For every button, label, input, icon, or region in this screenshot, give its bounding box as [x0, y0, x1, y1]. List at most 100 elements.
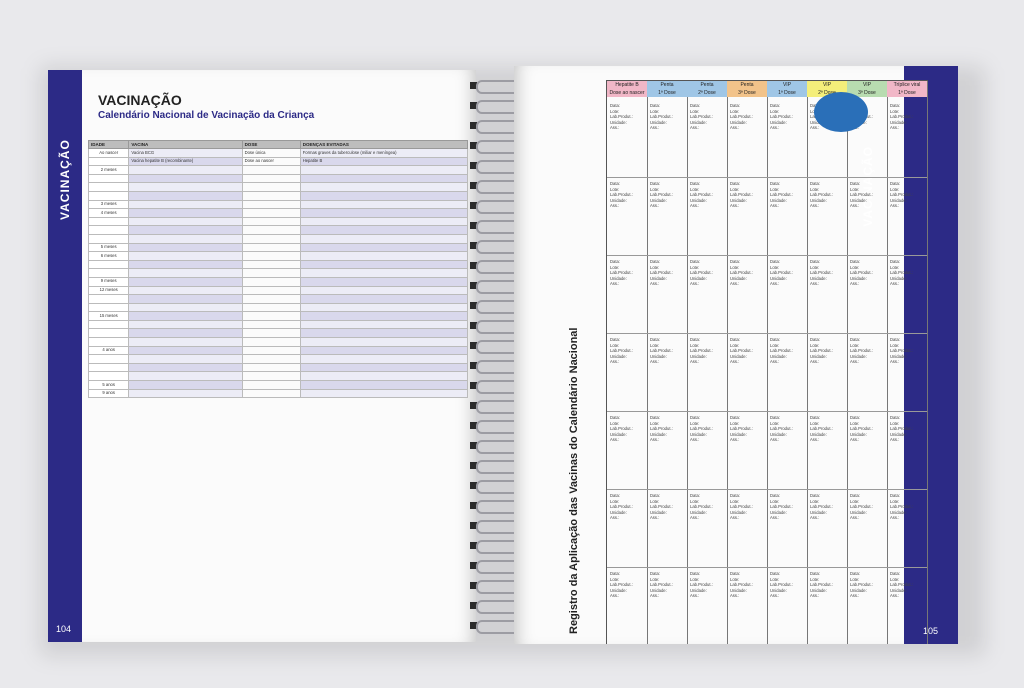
table-cell-age: 6 meses — [87, 251, 130, 261]
register-field-label: Data: — [730, 493, 741, 498]
register-record-fields[interactable]: Data:Lote:Lab.Produt.:Unidade:Ass.: — [890, 103, 924, 131]
register-column: Penta 2ª Dose Data: Lote: Lab.Produt.: Unidad… — [687, 81, 728, 644]
register-field-label: Lote: — [770, 498, 780, 504]
register-record-fields[interactable]: Data:Lote:Lab.Produt.:Unidade:Ass.: — [610, 571, 644, 599]
register-field-label: Lote: — [650, 108, 660, 114]
table-cell-vaccine — [128, 173, 243, 184]
register-record-fields[interactable]: Data:Lote:Lab.Produt.:Unidade:Ass.: — [730, 103, 764, 131]
register-record-fields[interactable]: Data:Lote:Lab.Produt.:Unidade:Ass.: — [650, 103, 684, 131]
register-field-label: Data: — [770, 415, 781, 420]
table-cell-diseases — [299, 388, 469, 399]
register-record-fields[interactable]: Data:Lote:Lab.Produt.:Unidade:Ass.: — [730, 415, 764, 443]
register-record-fields[interactable]: Data:Lote:Lab.Produt.:Unidade:Ass.: — [650, 493, 684, 521]
register-record-fields[interactable]: Data:Lote:Lab.Produt.:Unidade:Ass.: — [650, 181, 684, 209]
register-record-fields[interactable]: Data:Lote:Lab.Produt.:Unidade:Ass.: — [650, 415, 684, 443]
register-record-fields[interactable]: Data:Lote:Lab.Produt.:Unidade:Ass.: — [890, 337, 924, 365]
register-field-label: Lote: — [650, 576, 660, 582]
register-record-fields[interactable]: Data:Lote:Lab.Produt.:Unidade:Ass.: — [690, 493, 724, 521]
table-cell-vaccine — [128, 165, 243, 175]
table-cell-diseases — [299, 199, 469, 210]
register-record-fields[interactable]: Data:Lote:Lab.Produt.:Unidade:Ass.: — [690, 259, 724, 287]
register-record-fields[interactable]: Data:Lote:Lab.Produt.:Unidade:Ass.: — [770, 415, 804, 443]
register-field-label: Unidade: — [610, 587, 627, 593]
register-row-divider — [687, 567, 727, 568]
register-record-fields[interactable]: Data:Lote:Lab.Produt.:Unidade:Ass.: — [650, 259, 684, 287]
register-record-fields[interactable]: Data:Lote:Lab.Produt.:Unidade:Ass.: — [730, 493, 764, 521]
table-cell-dose: Dose única — [241, 148, 301, 158]
register-record-fields[interactable]: Data:Lote:Lab.Produt.:Unidade:Ass.: — [810, 571, 844, 599]
table-cell-age — [87, 225, 130, 235]
register-record-fields[interactable]: Data:Lote:Lab.Produt.:Unidade:Ass.: — [690, 571, 724, 599]
register-record-fields[interactable]: Data:Lote:Lab.Produt.:Unidade:Ass.: — [770, 571, 804, 599]
register-record-fields[interactable]: Data:Lote:Lab.Produt.:Unidade:Ass.: — [690, 181, 724, 209]
register-row-divider — [847, 567, 887, 568]
register-record-fields[interactable]: Data:Lote:Lab.Produt.:Unidade:Ass.: — [770, 259, 804, 287]
register-field-label: Ass.: — [770, 359, 780, 364]
register-column: VIP 3ª Dose Data: Lote: Lab.Produt.: Unidade:… — [847, 81, 888, 644]
table-cell-diseases — [299, 276, 469, 287]
table-cell-vaccine — [128, 242, 243, 253]
register-field-label: Ass.: — [810, 515, 820, 520]
register-record-fields[interactable]: Data:Lote:Lab.Produt.:Unidade:Ass.: — [730, 181, 764, 209]
register-record-fields[interactable]: Data:Lote:Lab.Produt.:Unidade:Ass.: — [850, 571, 884, 599]
register-record-fields[interactable]: Data:Lote:Lab.Produt.:Unidade:Ass.: — [610, 415, 644, 443]
table-row — [87, 328, 469, 339]
register-field-label: Lab.Produt.: — [610, 270, 633, 275]
register-record-fields[interactable]: Data:Lote:Lab.Produt.:Unidade:Ass.: — [610, 337, 644, 365]
register-field-label: Lote: — [770, 264, 780, 270]
register-row-divider — [687, 333, 727, 334]
register-record-fields[interactable]: Data:Lote:Lab.Produt.:Unidade:Ass.: — [890, 571, 924, 599]
register-record-fields[interactable]: Data:Lote:Lab.Produt.:Unidade:Ass.: — [690, 337, 724, 365]
register-row-divider — [607, 333, 647, 334]
table-cell-diseases: Formas graves da tuberculose (miliar e m… — [299, 148, 469, 158]
register-record-fields[interactable]: Data:Lote:Lab.Produt.:Unidade:Ass.: — [850, 181, 884, 209]
register-record-fields[interactable]: Data:Lote:Lab.Produt.:Unidade:Ass.: — [810, 415, 844, 443]
register-record-fields[interactable]: Data:Lote:Lab.Produt.:Unidade:Ass.: — [610, 493, 644, 521]
table-row: 15 meses — [87, 311, 469, 321]
register-row-divider — [767, 489, 807, 490]
register-field-label: Data: — [890, 259, 901, 264]
table-cell-vaccine — [128, 199, 243, 210]
register-record-fields[interactable]: Data:Lote:Lab.Produt.:Unidade:Ass.: — [770, 181, 804, 209]
register-record-fields[interactable]: Data:Lote:Lab.Produt.:Unidade:Ass.: — [610, 259, 644, 287]
register-record-fields[interactable]: Data:Lote:Lab.Produt.:Unidade:Ass.: — [730, 259, 764, 287]
table-cell-dose — [241, 294, 301, 304]
register-record-fields[interactable]: Data:Lote:Lab.Produt.:Unidade:Ass.: — [610, 103, 644, 131]
register-field-label: Lote: — [890, 264, 900, 270]
register-record-fields[interactable]: Data:Lote:Lab.Produt.:Unidade:Ass.: — [850, 493, 884, 521]
right-side-stripe — [904, 66, 958, 644]
register-record-fields[interactable]: Data:Lote:Lab.Produt.:Unidade:Ass.: — [650, 571, 684, 599]
register-record-fields[interactable]: Data:Lote:Lab.Produt.:Unidade:Ass.: — [810, 259, 844, 287]
register-record-fields[interactable]: Data:Lote:Lab.Produt.:Unidade:Ass.: — [810, 181, 844, 209]
register-record-fields[interactable]: Data:Lote:Lab.Produt.:Unidade:Ass.: — [770, 103, 804, 131]
register-record-fields[interactable]: Data:Lote:Lab.Produt.:Unidade:Ass.: — [770, 337, 804, 365]
register-field-label: Lab.Produt.: — [650, 270, 673, 275]
register-record-fields[interactable]: Data:Lote:Lab.Produt.:Unidade:Ass.: — [850, 259, 884, 287]
register-record-fields[interactable]: Data:Lote:Lab.Produt.:Unidade:Ass.: — [690, 103, 724, 131]
table-cell-diseases — [299, 328, 469, 339]
register-field-label: Data: — [650, 337, 661, 342]
register-record-fields[interactable]: Data:Lote:Lab.Produt.:Unidade:Ass.: — [850, 337, 884, 365]
register-field-label: Lab.Produt.: — [770, 504, 793, 509]
register-field-label: Lote: — [730, 108, 740, 114]
register-record-fields[interactable]: Data:Lote:Lab.Produt.:Unidade:Ass.: — [890, 181, 924, 209]
register-record-fields[interactable]: Data:Lote:Lab.Produt.:Unidade:Ass.: — [850, 415, 884, 443]
register-record-fields[interactable]: Data:Lote:Lab.Produt.:Unidade:Ass.: — [890, 493, 924, 521]
register-field-label: Lote: — [690, 576, 700, 582]
register-record-fields[interactable]: Data:Lote:Lab.Produt.:Unidade:Ass.: — [650, 337, 684, 365]
register-record-fields[interactable]: Data:Lote:Lab.Produt.:Unidade:Ass.: — [690, 415, 724, 443]
register-field-label: Unidade: — [650, 353, 667, 359]
register-field-label: Data: — [850, 493, 861, 498]
register-record-fields[interactable]: Data:Lote:Lab.Produt.:Unidade:Ass.: — [890, 259, 924, 287]
table-header-2: DOSE — [241, 140, 301, 149]
register-record-fields[interactable]: Data:Lote:Lab.Produt.:Unidade:Ass.: — [730, 571, 764, 599]
register-record-fields[interactable]: Data:Lote:Lab.Produt.:Unidade:Ass.: — [730, 337, 764, 365]
register-field-label: Lab.Produt.: — [810, 582, 833, 587]
register-field-label: Unidade: — [650, 119, 667, 125]
register-record-fields[interactable]: Data:Lote:Lab.Produt.:Unidade:Ass.: — [610, 181, 644, 209]
register-record-fields[interactable]: Data:Lote:Lab.Produt.:Unidade:Ass.: — [770, 493, 804, 521]
table-cell-age — [87, 182, 130, 192]
register-record-fields[interactable]: Data:Lote:Lab.Produt.:Unidade:Ass.: — [890, 415, 924, 443]
register-record-fields[interactable]: Data:Lote:Lab.Produt.:Unidade:Ass.: — [810, 337, 844, 365]
register-record-fields[interactable]: Data:Lote:Lab.Produt.:Unidade:Ass.: — [810, 493, 844, 521]
